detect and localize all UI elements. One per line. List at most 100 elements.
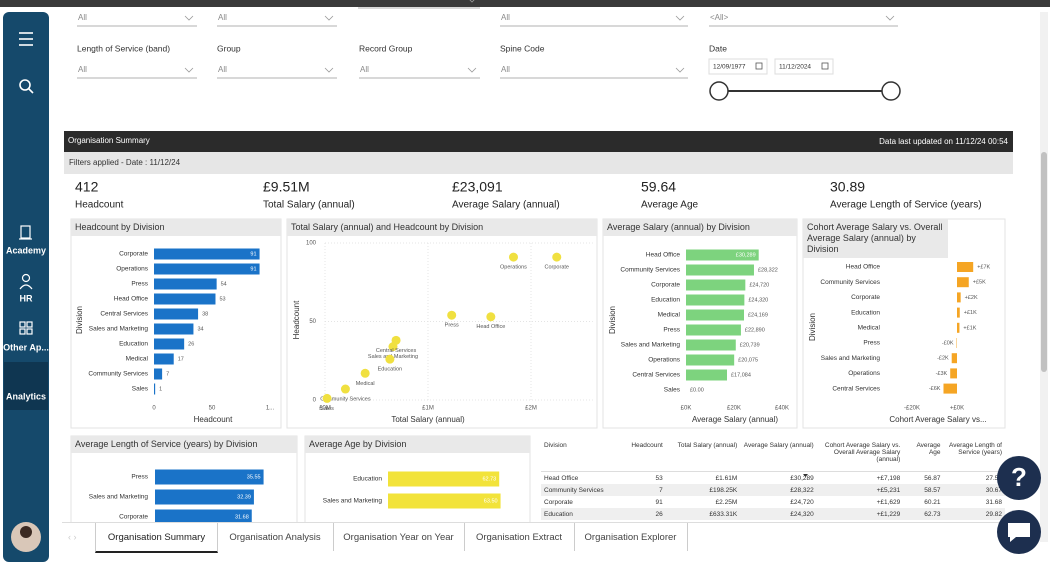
tab[interactable]: Organisation Analysis	[217, 523, 334, 551]
data-label: +£2K	[965, 295, 978, 301]
point-label: Corporate	[545, 265, 569, 271]
point	[360, 368, 370, 378]
column-header[interactable]: Cohort Average Salary vs. Overall Averag…	[816, 437, 904, 472]
table-cell: 30.67	[943, 484, 1005, 496]
y-axis-title: Division	[75, 306, 84, 334]
bar	[957, 322, 960, 333]
data-table: Division Headcount Total Salary (annual) Av…	[541, 437, 1005, 520]
chart-title: Average Salary (annual) by Division	[603, 219, 797, 236]
bar	[388, 493, 501, 509]
help-button[interactable]	[997, 456, 1041, 500]
data-label: £0.00	[690, 387, 704, 393]
table-cell: +£1,629	[876, 498, 901, 506]
dropdown-field[interactable]	[217, 15, 337, 27]
table-cell: 58.57	[903, 484, 944, 496]
table-cell: 29.82	[943, 508, 1005, 520]
category-label: Education	[851, 309, 880, 316]
x-tick-label: £0M	[319, 406, 331, 412]
table-cell: 60.21	[924, 498, 941, 506]
date-slider[interactable]	[709, 81, 901, 101]
x-tick-label: £2M	[525, 406, 537, 412]
column-header[interactable]: Division	[541, 437, 618, 472]
chart-title: Average Length of Service (years) by Div…	[71, 436, 297, 453]
date-input[interactable]	[708, 58, 768, 75]
point-label: Operations	[500, 265, 527, 271]
y-axis-title: Division	[608, 306, 617, 334]
column-header[interactable]: Average Salary (annual)	[740, 437, 817, 472]
category-label: Education	[353, 476, 382, 483]
category-label: Corporate	[119, 514, 148, 521]
point	[486, 312, 496, 322]
category-label: Head Office	[846, 264, 881, 271]
table-cell: £2.25M	[715, 498, 738, 506]
chart-title: Headcount by Division	[71, 219, 281, 236]
category-label: Head Office	[114, 296, 149, 303]
tab-scroll[interactable]: ‹ ›	[68, 532, 77, 542]
search-icon[interactable]	[19, 79, 34, 94]
data-label: £20,739	[740, 342, 760, 348]
filters-applied: Filters applied - Date : 11/12/24	[69, 158, 181, 167]
point	[340, 384, 350, 394]
bar	[154, 338, 185, 350]
data-label: +£1K	[964, 310, 977, 316]
data-label: -£3K	[936, 371, 948, 377]
dropdown-field[interactable]	[77, 67, 197, 79]
chart-panel	[286, 218, 598, 429]
point-label: Central Services	[376, 348, 417, 354]
bar	[686, 279, 746, 291]
kpi-value: 59.64	[641, 179, 676, 195]
dropdown-field[interactable]	[500, 67, 688, 79]
category-label: Corporate	[651, 282, 680, 289]
sidebar-item: Other Ap...	[3, 342, 49, 352]
bar	[686, 294, 745, 306]
filter-label: Date	[709, 43, 727, 53]
date-input[interactable]	[774, 58, 834, 75]
dropdown-field[interactable]	[709, 15, 898, 27]
table-cell: £1.61M	[715, 474, 738, 482]
dropdown-field[interactable]	[500, 15, 688, 27]
sidebar	[3, 12, 49, 562]
bar	[155, 509, 252, 525]
data-label: 26	[188, 341, 194, 347]
dropdown-field[interactable]	[359, 67, 480, 79]
column-header[interactable]: Headcount	[617, 437, 666, 472]
bar	[686, 354, 735, 366]
sidebar-active	[4, 362, 48, 410]
dropdown-field[interactable]	[217, 67, 337, 79]
dropdown-field[interactable]	[358, 0, 480, 9]
tab[interactable]: Organisation Explorer	[574, 523, 688, 551]
column-header[interactable]: Average Length of Service (years)	[943, 437, 1005, 472]
tab[interactable]: Organisation Year on Year	[333, 523, 465, 551]
sidebar-item: Analytics	[6, 391, 46, 401]
filter-value: All	[78, 13, 87, 22]
x-tick-label: 1...	[266, 406, 275, 412]
bar	[155, 469, 264, 485]
filters-bar	[64, 152, 1013, 174]
date-value: 11/12/2024	[779, 64, 811, 71]
data-label: 91	[250, 251, 256, 257]
filter-label: Length of Service (band)	[77, 43, 170, 53]
scroll-thumb[interactable]	[1041, 152, 1047, 372]
category-label: Press	[131, 281, 148, 288]
bar	[957, 292, 961, 303]
bar	[155, 489, 254, 505]
column-header[interactable]: Average Age	[903, 437, 944, 472]
point	[385, 354, 395, 364]
point-label: Head Office	[476, 324, 505, 330]
table-cell: 62.73	[903, 508, 944, 520]
menu-icon[interactable]	[19, 32, 33, 46]
point-label: Press	[445, 323, 459, 329]
table-cell: 56.87	[924, 474, 941, 482]
dropdown-field[interactable]	[77, 15, 197, 27]
data-label: £20,075	[738, 357, 758, 363]
tab[interactable]: Organisation Summary	[95, 523, 218, 553]
point-label: Education	[378, 367, 402, 373]
category-label: Operations	[848, 370, 881, 377]
category-label: Sales	[664, 387, 681, 394]
tab[interactable]: Organisation Extract	[464, 523, 575, 551]
point-label: Sales	[320, 406, 334, 412]
column-header[interactable]: Total Salary (annual)	[665, 437, 741, 472]
data-label: 91	[250, 266, 256, 272]
bar	[686, 264, 754, 276]
data-label: 1	[159, 386, 162, 392]
